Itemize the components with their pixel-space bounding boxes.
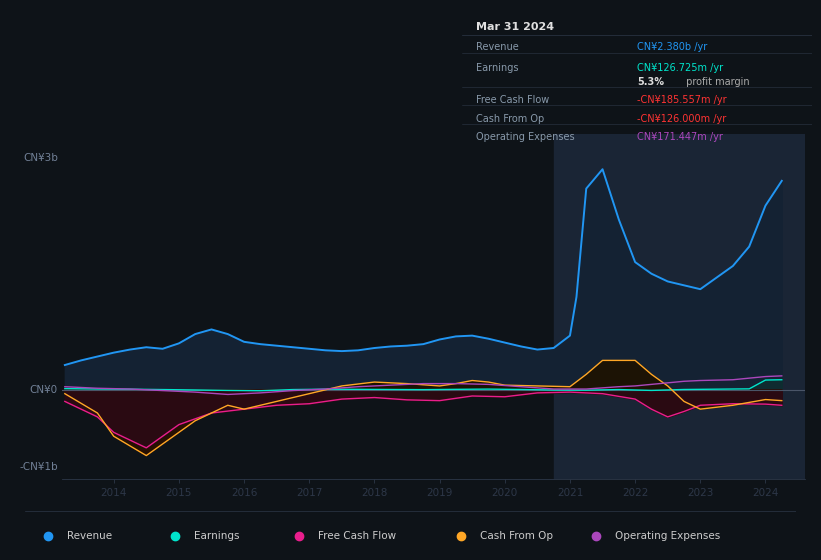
Text: Revenue: Revenue: [67, 531, 112, 541]
Text: Earnings: Earnings: [476, 63, 519, 73]
Text: Operating Expenses: Operating Expenses: [615, 531, 720, 541]
Text: Cash From Op: Cash From Op: [480, 531, 553, 541]
Text: -CN¥1b: -CN¥1b: [19, 462, 57, 472]
Text: profit margin: profit margin: [682, 77, 750, 87]
Text: -CN¥126.000m /yr: -CN¥126.000m /yr: [637, 114, 727, 124]
Text: Mar 31 2024: Mar 31 2024: [476, 22, 554, 32]
Text: CN¥171.447m /yr: CN¥171.447m /yr: [637, 132, 723, 142]
Text: CN¥0: CN¥0: [30, 385, 57, 395]
Text: CN¥126.725m /yr: CN¥126.725m /yr: [637, 63, 723, 73]
Text: Earnings: Earnings: [195, 531, 240, 541]
Text: Revenue: Revenue: [476, 42, 519, 52]
Text: -CN¥185.557m /yr: -CN¥185.557m /yr: [637, 95, 727, 105]
Text: CN¥3b: CN¥3b: [23, 153, 57, 162]
Text: Operating Expenses: Operating Expenses: [476, 132, 575, 142]
Text: 5.3%: 5.3%: [637, 77, 664, 87]
Text: Free Cash Flow: Free Cash Flow: [318, 531, 396, 541]
Text: Free Cash Flow: Free Cash Flow: [476, 95, 549, 105]
Text: Cash From Op: Cash From Op: [476, 114, 544, 124]
Text: CN¥2.380b /yr: CN¥2.380b /yr: [637, 42, 708, 52]
Bar: [553, 134, 805, 479]
